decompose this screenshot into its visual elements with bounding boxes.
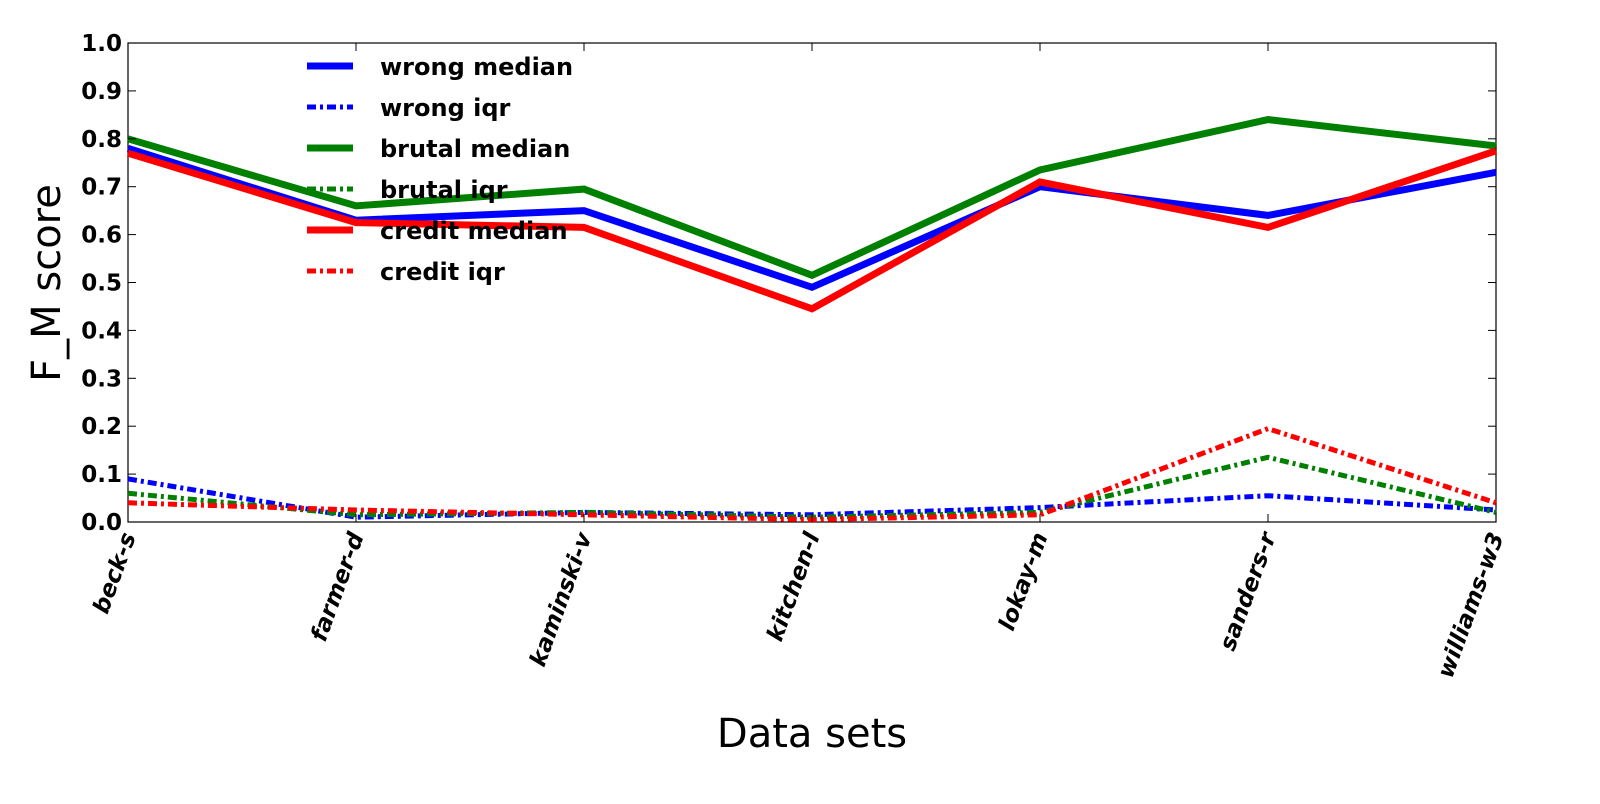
x-axis-label: Data sets: [717, 711, 907, 757]
x-tick-label: williams-w3: [1433, 529, 1510, 681]
y-tick-label: 1.0: [81, 31, 122, 57]
plot-frame: [128, 43, 1496, 522]
y-tick-label: 0.8: [81, 127, 122, 153]
y-tick-label: 0.7: [81, 175, 122, 201]
x-axis-ticks: beck-s farmer-d kaminski-v kitchen-l lokay-m…: [88, 43, 1509, 682]
y-tick-label: 0.2: [81, 414, 122, 440]
legend-label-wrong-median: wrong median: [380, 53, 573, 81]
x-tick-label: beck-s: [88, 529, 141, 617]
x-tick-label: kaminski-v: [525, 528, 598, 670]
x-tick-label: lokay-m: [994, 529, 1053, 634]
y-tick-label: 0.6: [81, 223, 122, 249]
series-line-credit-iqr: [128, 429, 1496, 520]
series-lines: [128, 120, 1496, 520]
legend-label-credit-median: credit median: [380, 217, 568, 245]
y-tick-label: 0.4: [81, 318, 122, 344]
y-tick-label: 0.9: [81, 79, 122, 105]
legend-label-brutal-median: brutal median: [380, 135, 570, 163]
y-tick-label: 0.5: [81, 271, 122, 297]
x-tick-label: kitchen-l: [762, 528, 826, 645]
legend-label-credit-iqr: credit iqr: [380, 258, 505, 286]
x-tick-label: farmer-d: [306, 529, 370, 645]
x-tick-label: sanders-r: [1215, 528, 1282, 655]
legend-label-brutal-iqr: brutal iqr: [380, 176, 508, 204]
y-tick-label: 0.3: [81, 366, 122, 392]
y-tick-label: 0.1: [81, 462, 122, 488]
series-line-brutal-median: [128, 120, 1496, 276]
legend: wrong median wrong iqr brutal median brutal…: [307, 53, 573, 286]
y-axis-label: F_M score: [24, 184, 70, 382]
legend-label-wrong-iqr: wrong iqr: [380, 94, 511, 122]
plot-area-border: [128, 43, 1496, 522]
